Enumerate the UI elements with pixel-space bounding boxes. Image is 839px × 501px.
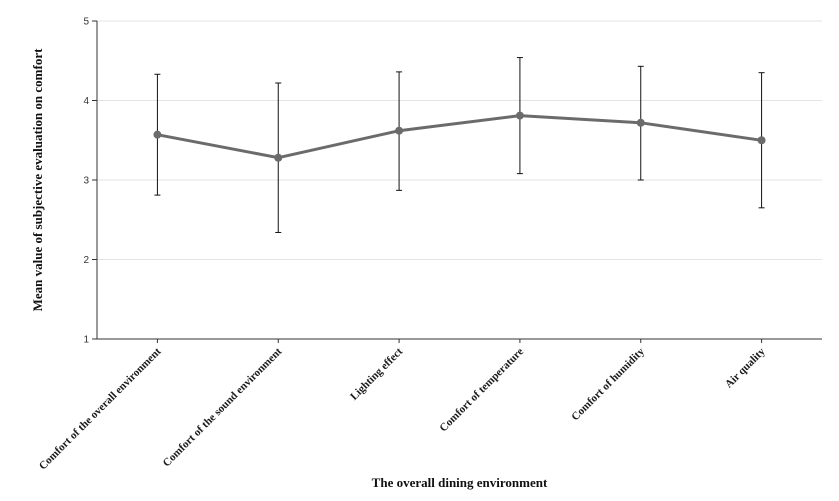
error-bars — [154, 57, 765, 233]
data-point — [757, 136, 766, 145]
data-point — [153, 130, 162, 139]
x-tick-label: Comfort of the sound environment — [161, 345, 285, 469]
y-tick-label: 3 — [83, 176, 89, 187]
y-axis-title: Mean value of subjective evaluation on c… — [30, 48, 45, 312]
y-tick-label: 5 — [83, 17, 89, 28]
x-tick-label: Comfort of the overall environment — [37, 345, 164, 472]
axes — [96, 21, 822, 340]
y-tick-label: 4 — [83, 96, 89, 107]
x-tick-labels: Comfort of the overall environmentComfor… — [37, 339, 768, 472]
gridlines — [92, 20, 822, 340]
x-tick-label: Air quality — [723, 345, 768, 390]
data-point — [395, 126, 404, 135]
y-tick-label: 1 — [83, 335, 89, 346]
data-points — [153, 111, 766, 162]
y-tick-labels: 1 2 3 4 5 — [83, 17, 89, 346]
x-tick-label: Lighting effect — [348, 345, 405, 402]
data-point — [636, 118, 645, 127]
data-point — [515, 111, 524, 120]
data-point — [274, 153, 283, 162]
series-line — [157, 114, 762, 160]
x-tick-label: Comfort of humidity — [569, 345, 647, 423]
x-axis-title: The overall dining environment — [372, 475, 548, 490]
y-tick-label: 2 — [83, 255, 89, 266]
x-tick-label: Comfort of temperature — [437, 346, 526, 435]
